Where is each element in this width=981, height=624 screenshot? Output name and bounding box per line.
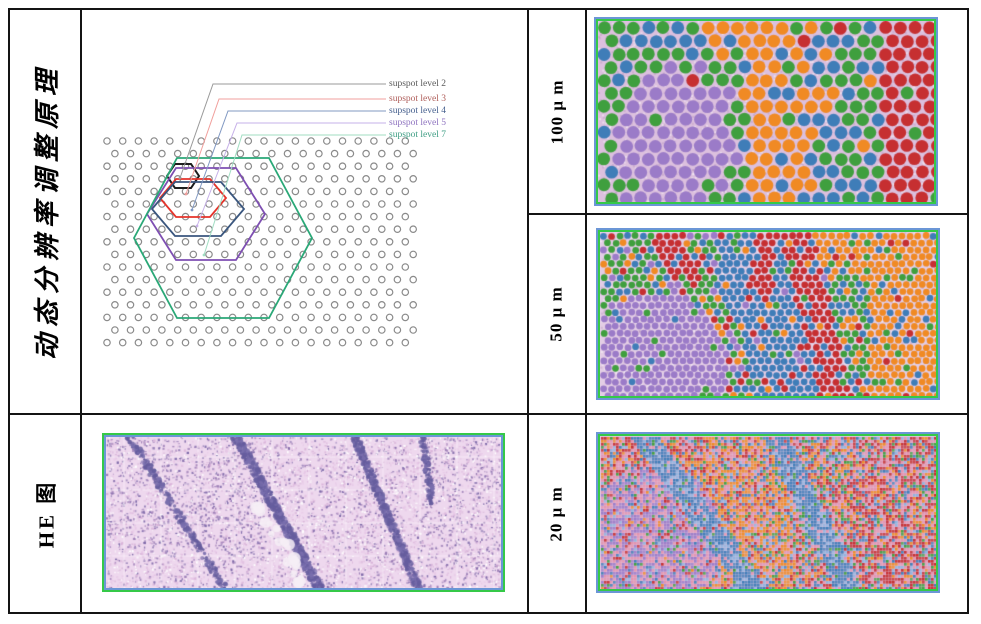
grid-line-horizontal-main bbox=[10, 413, 967, 415]
he-image-panel bbox=[102, 433, 505, 592]
panel-100um bbox=[594, 17, 938, 206]
he-image bbox=[106, 437, 501, 588]
row-header-principle: 动态分辨率调整原理 bbox=[10, 10, 80, 413]
spots-image-50um bbox=[600, 232, 936, 396]
principle-label: 动态分辨率调整原理 bbox=[32, 62, 62, 361]
grid-line-vertical-middle bbox=[527, 10, 529, 612]
grid-line-vertical-right bbox=[585, 10, 587, 612]
hex-grid-svg bbox=[103, 83, 418, 347]
panel-20um-border bbox=[598, 434, 938, 591]
legend-item-level-3: supspot level 3 bbox=[389, 94, 446, 104]
panel-50um bbox=[596, 228, 940, 400]
grid-line-horizontal-right bbox=[527, 213, 967, 215]
label-100um: 100 μ m bbox=[547, 79, 566, 144]
label-50um: 50 μ m bbox=[547, 286, 566, 342]
he-label: HE 图 bbox=[34, 479, 58, 548]
spots-image-20um bbox=[600, 436, 936, 589]
he-image-border bbox=[104, 435, 503, 590]
panel-100um-border bbox=[596, 19, 936, 204]
grid-line-vertical-left bbox=[80, 10, 82, 612]
legend-item-level-4: supspot level 4 bbox=[389, 106, 446, 116]
legend-item-level-2: supspot level 2 bbox=[389, 79, 446, 89]
legend-item-level-5: supspot level 5 bbox=[389, 118, 446, 128]
figure-table: 动态分辨率调整原理 HE 图 100 μ m 50 μ m 20 μ m sup… bbox=[8, 8, 969, 614]
panel-50um-border bbox=[598, 230, 938, 398]
spots-image-100um bbox=[598, 21, 934, 202]
row-header-20um: 20 μ m bbox=[529, 415, 585, 612]
row-header-50um: 50 μ m bbox=[529, 215, 585, 413]
legend-item-level-7: supspot level 7 bbox=[389, 130, 446, 140]
supspot-diagram: supspot level 2 supspot level 3 supspot … bbox=[82, 10, 527, 413]
label-20um: 20 μ m bbox=[547, 485, 566, 542]
panel-20um bbox=[596, 432, 940, 593]
row-header-100um: 100 μ m bbox=[529, 10, 585, 213]
row-header-he: HE 图 bbox=[10, 415, 80, 612]
